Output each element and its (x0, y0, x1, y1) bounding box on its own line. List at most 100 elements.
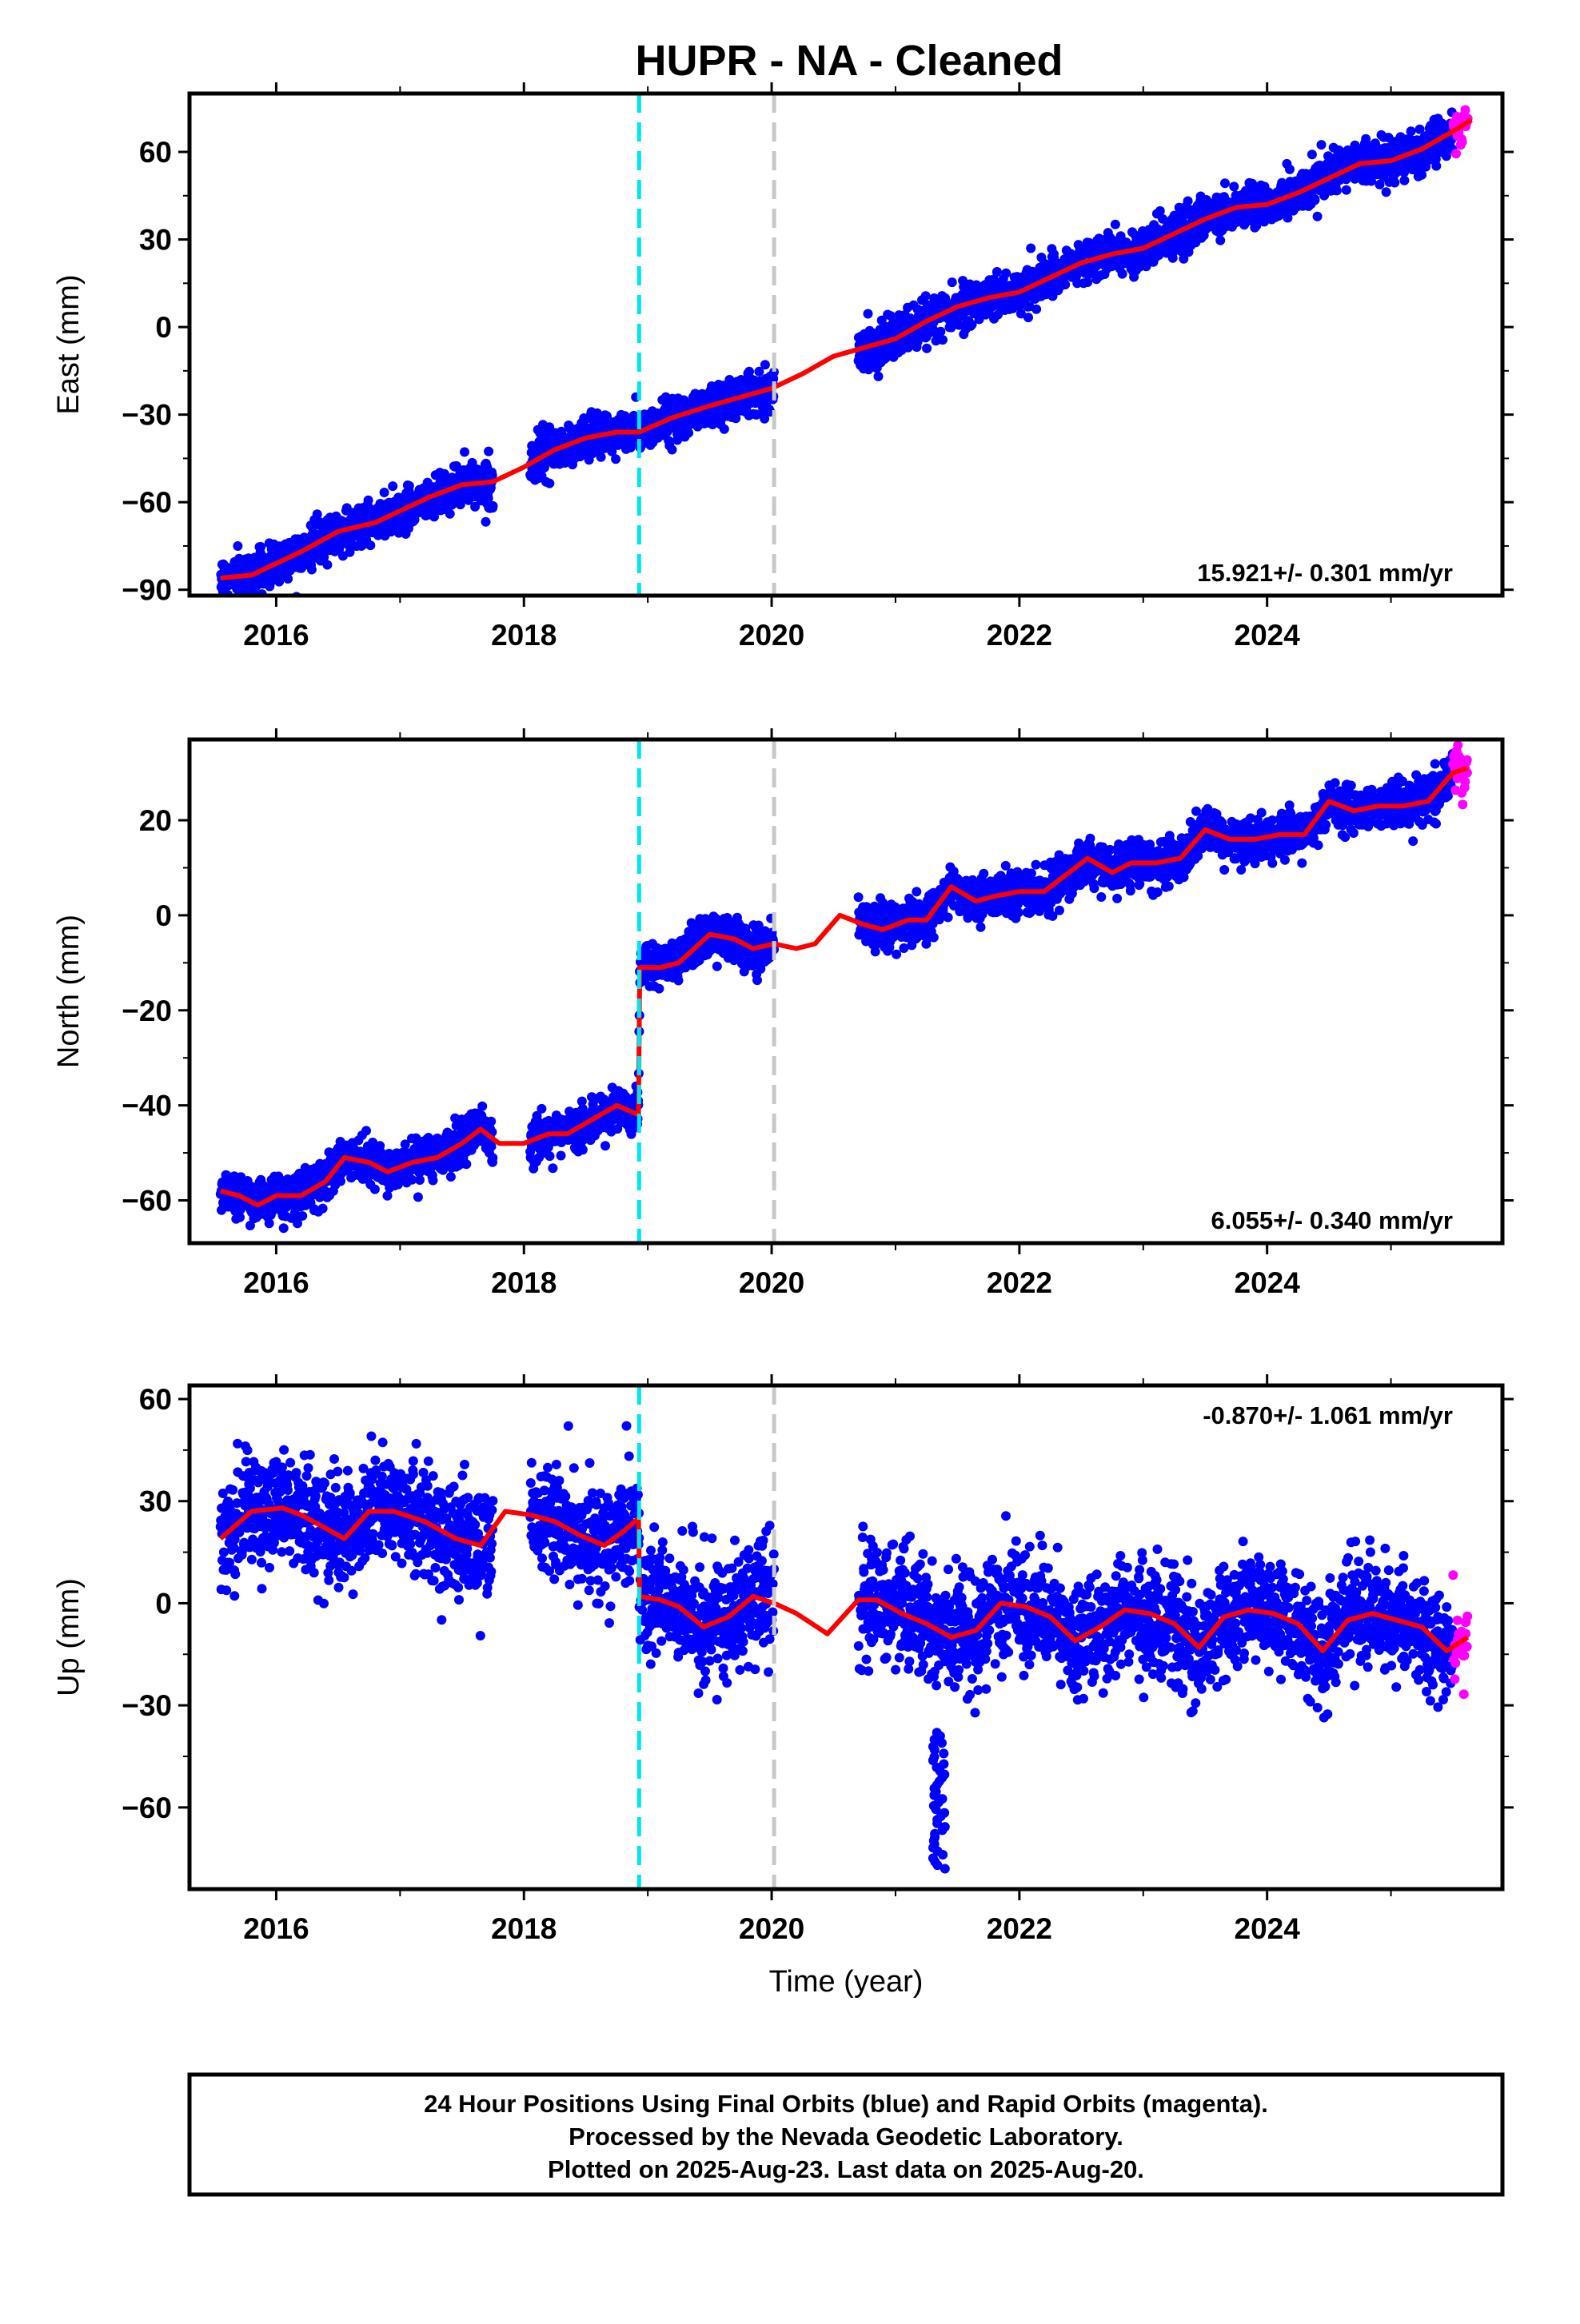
east-final-point (1215, 236, 1225, 245)
east-final-point (668, 445, 677, 455)
east-xtick-label: 2022 (987, 619, 1052, 652)
north-final-point (370, 1185, 380, 1194)
east-final-point (1183, 197, 1193, 206)
east-ytick-label: −60 (122, 486, 172, 519)
east-final-point (596, 452, 606, 462)
east-final-point (1023, 313, 1033, 322)
east-ytick-label: 60 (139, 136, 172, 169)
north-final-point (393, 1180, 403, 1190)
north-final-point (265, 1218, 274, 1228)
north-final-point (545, 1151, 555, 1161)
north-final-point (429, 1176, 438, 1186)
north-final-point (537, 1104, 546, 1114)
north-final-point (488, 1153, 497, 1162)
north-final-point (674, 976, 684, 986)
north-final-point (383, 1191, 393, 1201)
east-final-point (481, 517, 491, 527)
east-final-point (921, 291, 931, 301)
east-final-point (936, 327, 945, 337)
north-final-point (318, 1204, 328, 1214)
north-final-point (548, 1163, 557, 1173)
east-final-point (1060, 280, 1070, 289)
east-final-point (1111, 220, 1120, 229)
east-final-point (445, 509, 455, 519)
east-final-point (720, 425, 729, 434)
east-final-point (1229, 181, 1239, 191)
east-final-point (484, 447, 493, 456)
east-final-point (1431, 161, 1441, 171)
north-final-point (461, 1159, 471, 1169)
north-final-point (415, 1175, 425, 1185)
east-final-point (992, 267, 1002, 277)
east-final-point (545, 479, 554, 488)
east-final-point (864, 309, 873, 319)
east-final-point (1399, 176, 1409, 185)
east-final-point (1311, 195, 1320, 205)
east-final-point (760, 360, 770, 369)
east-final-point (233, 541, 242, 551)
east-final-point (380, 488, 389, 497)
east-final-point (1342, 185, 1351, 195)
north-final-point (413, 1192, 423, 1202)
north-final-point (600, 1141, 610, 1150)
east-ytick-label: −90 (122, 574, 172, 607)
east-final-point (257, 607, 266, 616)
north-final-point (654, 984, 664, 994)
east-final-point (1118, 269, 1127, 279)
east-rapid-point (1458, 138, 1467, 147)
east-ytick-label: 0 (155, 311, 172, 344)
east-final-point (1415, 125, 1425, 134)
east-final-point (1317, 140, 1327, 149)
east-final-point (948, 277, 957, 287)
east-final-point (307, 565, 317, 575)
east-final-point (874, 372, 884, 381)
east-final-point (1001, 269, 1011, 278)
east-xtick-label: 2018 (491, 619, 557, 652)
east-final-point (611, 454, 620, 464)
east-final-point (1026, 244, 1035, 253)
east-final-point (256, 542, 265, 552)
north-final-point (578, 1145, 588, 1154)
north-final-point (297, 1211, 307, 1221)
east-data-points (216, 106, 1473, 617)
east-final-point (1332, 185, 1342, 195)
east-final-point (365, 540, 375, 550)
east-final-point (1031, 305, 1041, 314)
east-final-point (364, 496, 373, 505)
north-final-point (279, 1223, 289, 1233)
east-final-point (1313, 212, 1323, 221)
chart-title: HUPR - NA - Cleaned (635, 37, 1063, 85)
north-final-point (477, 1102, 487, 1111)
east-final-point (388, 481, 397, 491)
east-rapid-point (1451, 149, 1461, 158)
east-final-point (938, 335, 948, 345)
east-ylabel: East (mm) (52, 274, 86, 414)
east-final-point (460, 447, 469, 456)
east-final-point (1406, 126, 1416, 136)
east-final-point (216, 601, 225, 611)
north-final-point (446, 1172, 456, 1182)
east-final-point (1382, 187, 1391, 197)
east-final-point (489, 501, 498, 511)
east-final-point (322, 560, 332, 570)
east-final-point (1307, 149, 1317, 159)
east-final-point (405, 481, 414, 491)
north-final-point (557, 1151, 566, 1161)
east-ytick-label: 30 (139, 224, 172, 257)
east-final-point (1220, 178, 1230, 188)
east-xtick-label: 2020 (739, 619, 804, 652)
east-final-point (283, 574, 293, 584)
east-final-point (219, 604, 229, 614)
east-final-point (1285, 165, 1295, 174)
east-ytick-label: −30 (122, 399, 172, 432)
north-data-points (216, 740, 1472, 1233)
north-final-point (361, 1126, 371, 1135)
east-final-point (922, 344, 932, 353)
east-xtick-label: 2024 (1235, 619, 1301, 652)
east-rate-label: 15.921+/- 0.301 mm/yr (1197, 559, 1453, 587)
east-final-point (1390, 178, 1399, 188)
